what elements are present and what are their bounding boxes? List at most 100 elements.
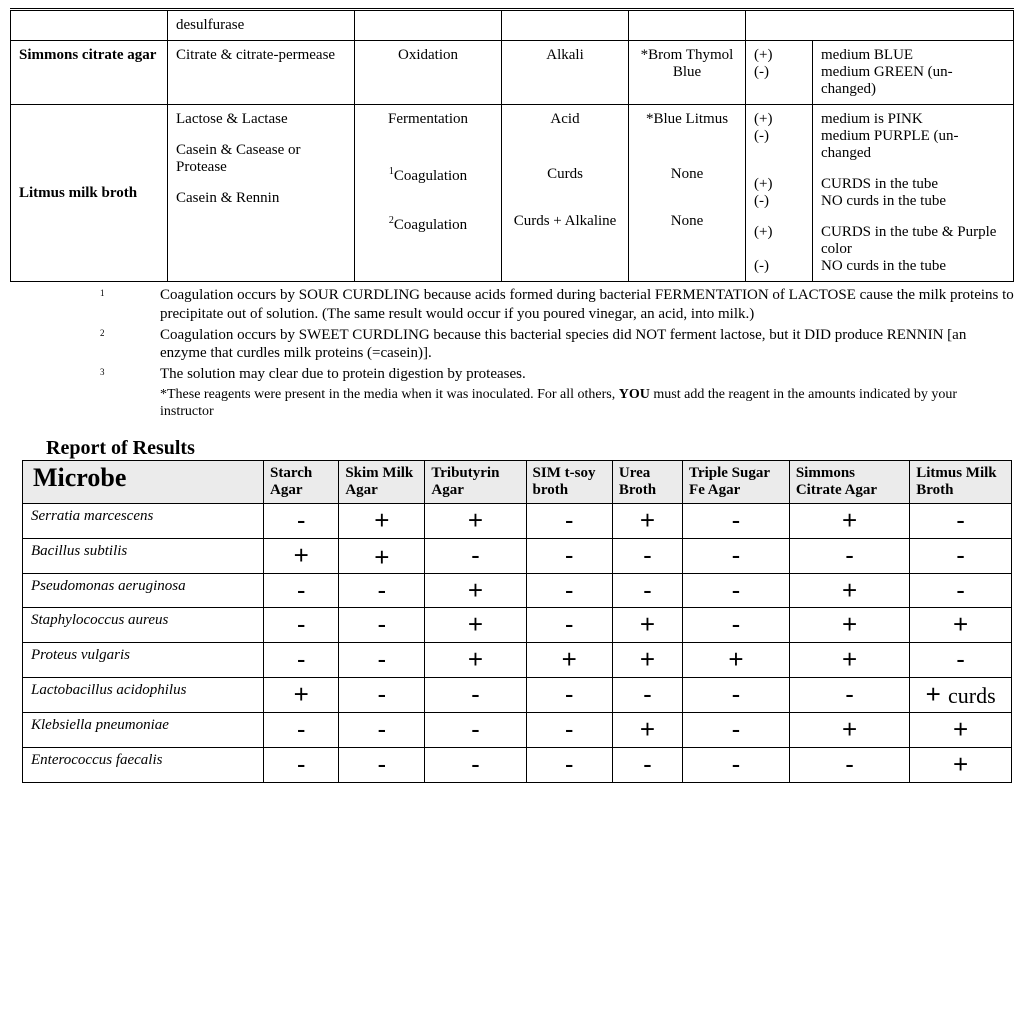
pm-txt: medium GREEN (un-changed) [821, 64, 1005, 98]
result-cell: - [910, 643, 1012, 678]
result-cell: - [683, 747, 790, 782]
result-cell: - [264, 643, 339, 678]
pm-txt: NO curds in the tube [821, 258, 1005, 275]
result-cell: - [612, 573, 682, 608]
media-c4: Acid Curds Curds + Alkaline [502, 105, 629, 282]
result-cell: - [425, 538, 526, 573]
result-cell: + [612, 608, 682, 643]
result-cell: - [425, 713, 526, 748]
media-label: Simmons citrate agar [11, 41, 168, 105]
result-cell: - [526, 503, 612, 538]
result-cell: + [910, 713, 1012, 748]
species-cell: Staphylococcus aureus [23, 608, 264, 643]
pm-sign: (-) [754, 128, 804, 145]
result-cell: - [264, 573, 339, 608]
litmus-block-c4: Acid [510, 111, 620, 142]
media-c2: Citrate & citrate-permease [168, 41, 355, 105]
litmus-block-c3: 1Coagulation [363, 142, 493, 199]
litmus-block-c4: Curds [510, 142, 620, 197]
result-cell: - [683, 713, 790, 748]
pm-block: (+) (-) [754, 111, 804, 176]
result-cell: - [789, 747, 909, 782]
col-urea: Urea Broth [612, 460, 682, 503]
media-row-simmons: Simmons citrate agar Citrate & citrate-p… [11, 41, 1014, 105]
pm-txt: medium is PINK [821, 111, 1005, 128]
result-cell: - [526, 747, 612, 782]
result-cell: - [339, 608, 425, 643]
result-cell: - [264, 713, 339, 748]
litmus-block-c3: Fermentation [363, 111, 493, 142]
media-table: desulfurase Simmons citrate agar Citrate… [10, 8, 1014, 282]
media-row-litmus: Litmus milk broth Lactose & Lactase Case… [11, 105, 1014, 282]
result-cell: - [612, 678, 682, 713]
pm-sign: (-) [754, 193, 804, 210]
results-header-row: Microbe Starch Agar Skim Milk Agar Tribu… [23, 460, 1012, 503]
result-cell: + [612, 643, 682, 678]
result-cell: - [789, 678, 909, 713]
result-cell: + [425, 503, 526, 538]
pm-sign: (-) [754, 258, 804, 275]
litmus-block-c2: Casein & Rennin [176, 190, 346, 207]
footnote-2: 2 Coagulation occurs by SWEET CURDLING b… [100, 326, 1014, 364]
species-cell: Lactobacillus acidophilus [23, 678, 264, 713]
litmus-block-c5: *Blue Litmus [637, 111, 737, 142]
fn-num: 3 [100, 365, 160, 384]
result-cell: - [339, 678, 425, 713]
result-cell: - [526, 678, 612, 713]
litmus-block-c5: None [637, 142, 737, 197]
fn-text: Coagulation occurs by SOUR CURDLING beca… [160, 286, 1014, 324]
result-cell: + [264, 678, 339, 713]
pm-txt: NO curds in the tube [821, 193, 1005, 210]
result-cell: - [425, 678, 526, 713]
result-cell: - [339, 747, 425, 782]
col-sim: SIM t-soy broth [526, 460, 612, 503]
media-pm-txt-col: medium is PINK medium PURPLE (un-changed… [813, 105, 1014, 282]
species-cell: Klebsiella pneumoniae [23, 713, 264, 748]
pm-sign: (+) [754, 47, 804, 64]
media-pm [746, 10, 1014, 41]
media-label [11, 10, 168, 41]
result-cell: - [683, 678, 790, 713]
result-cell: - [264, 608, 339, 643]
result-cell: - [526, 608, 612, 643]
media-c4 [502, 10, 629, 41]
litmus-block-c5: None [637, 197, 737, 230]
result-cell: - [339, 643, 425, 678]
pm-txt: medium PURPLE (un-changed [821, 128, 1005, 162]
result-cell: + [789, 573, 909, 608]
pm-sign: (+) [754, 224, 804, 241]
fn-num: 1 [100, 286, 160, 324]
result-cell: + [526, 643, 612, 678]
result-cell: + [339, 538, 425, 573]
table-row: Pseudomonas aeruginosa--+---+- [23, 573, 1012, 608]
result-cell: - [339, 713, 425, 748]
pm-sign: (-) [754, 64, 804, 81]
txt: Coagulation [394, 168, 467, 184]
footnotes: 1 Coagulation occurs by SOUR CURDLING be… [100, 286, 1014, 421]
result-cell: + [425, 573, 526, 608]
media-pm-sign-col: (+) (-) (+) (-) (+) (-) [746, 105, 813, 282]
pm-txt: CURDS in the tube & Purple color [821, 224, 1005, 258]
results-table: Microbe Starch Agar Skim Milk Agar Tribu… [22, 460, 1012, 783]
media-pm-sign-col: (+) (-) [746, 41, 813, 105]
media-row-desulfurase: desulfurase [11, 10, 1014, 41]
species-cell: Serratia marcescens [23, 503, 264, 538]
result-cell: + [612, 713, 682, 748]
result-cell: - [910, 538, 1012, 573]
result-cell: + [789, 503, 909, 538]
result-cell: + [910, 608, 1012, 643]
media-c3: Fermentation 1Coagulation 2Coagulation [355, 105, 502, 282]
media-c2: desulfurase [168, 10, 355, 41]
result-cell: + [339, 503, 425, 538]
species-cell: Proteus vulgaris [23, 643, 264, 678]
media-c5 [629, 10, 746, 41]
result-cell: - [526, 573, 612, 608]
fn-num: 2 [100, 326, 160, 364]
result-cell: - [683, 503, 790, 538]
col-skim: Skim Milk Agar [339, 460, 425, 503]
species-cell: Bacillus subtilis [23, 538, 264, 573]
footnote-3: 3 The solution may clear due to protein … [100, 365, 1014, 384]
result-cell: + [264, 538, 339, 573]
pm-block: (+) (-) [754, 224, 804, 275]
media-pm-txt-col: medium BLUE medium GREEN (un-changed) [813, 41, 1014, 105]
